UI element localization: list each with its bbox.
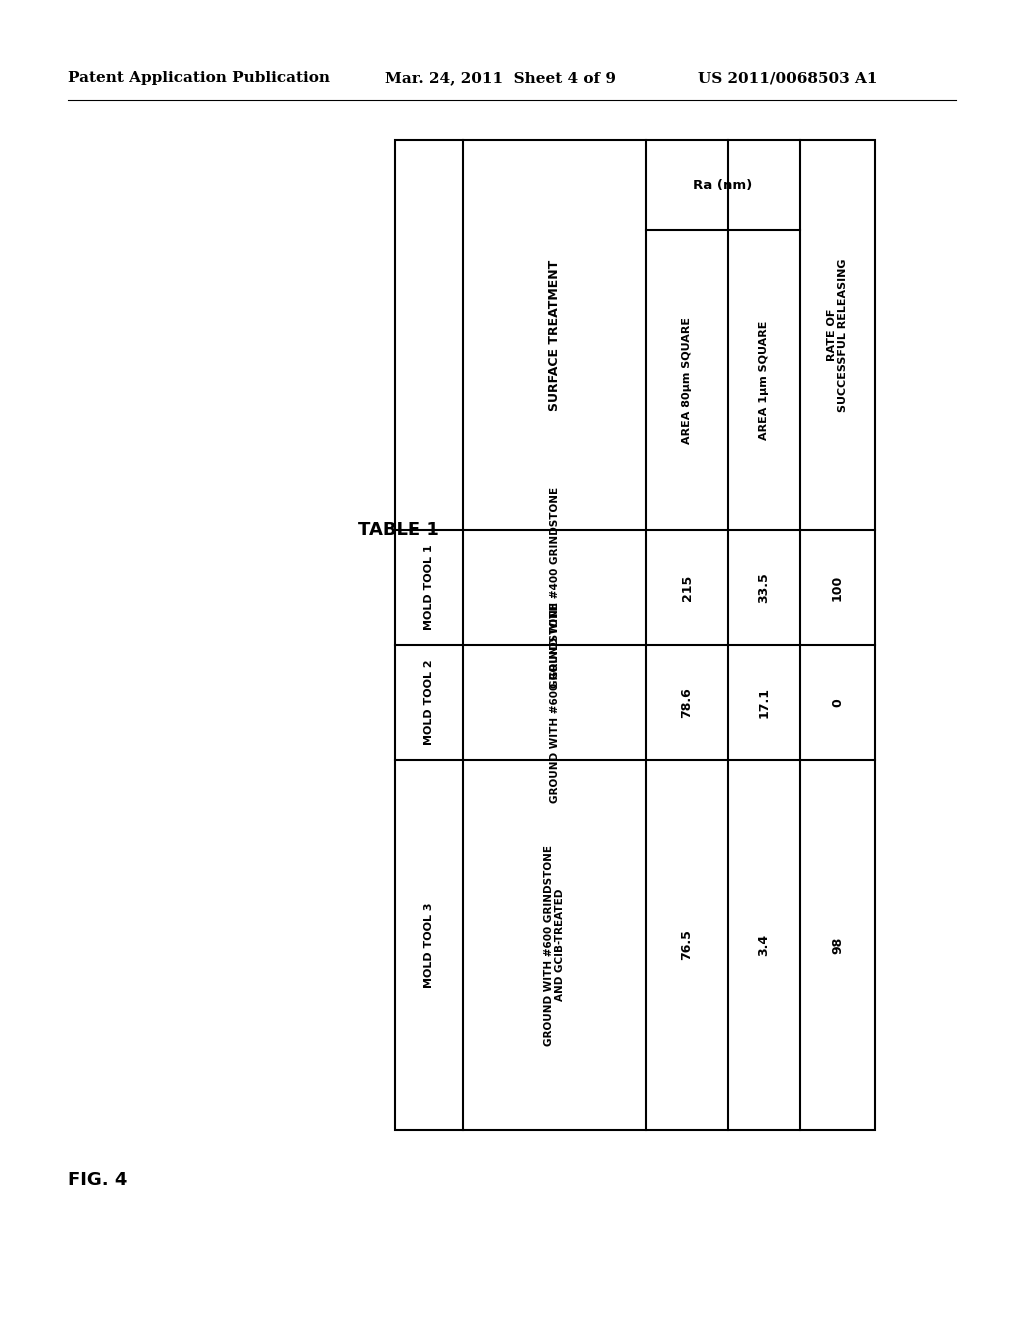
Text: 78.6: 78.6 <box>681 688 693 718</box>
Text: 100: 100 <box>831 574 844 601</box>
Text: 0: 0 <box>831 698 844 708</box>
Text: 76.5: 76.5 <box>681 929 693 961</box>
Text: GROUND WITH #600 GRINDSTONE
AND GCIB-TREATED: GROUND WITH #600 GRINDSTONE AND GCIB-TRE… <box>544 845 565 1045</box>
Bar <box>395 140 874 1130</box>
Text: RATE OF
SUCCESSFUL RELEASING: RATE OF SUCCESSFUL RELEASING <box>826 259 848 412</box>
Text: 17.1: 17.1 <box>758 686 770 718</box>
Text: Ra (nm): Ra (nm) <box>693 178 753 191</box>
Text: GROUND WITH #600 GRINDSTONE: GROUND WITH #600 GRINDSTONE <box>550 602 559 803</box>
Text: TABLE 1: TABLE 1 <box>358 521 439 539</box>
Text: AREA 1μm SQUARE: AREA 1μm SQUARE <box>759 321 769 440</box>
Text: MOLD TOOL 3: MOLD TOOL 3 <box>424 903 434 987</box>
Text: SURFACE TREATMENT: SURFACE TREATMENT <box>548 259 561 411</box>
Text: GROUND WITH #400 GRINDSTONE: GROUND WITH #400 GRINDSTONE <box>550 487 559 688</box>
Text: 3.4: 3.4 <box>758 935 770 956</box>
Text: 33.5: 33.5 <box>758 572 770 603</box>
Text: MOLD TOOL 1: MOLD TOOL 1 <box>424 545 434 631</box>
Text: Mar. 24, 2011  Sheet 4 of 9: Mar. 24, 2011 Sheet 4 of 9 <box>385 71 616 84</box>
Text: AREA 80μm SQUARE: AREA 80μm SQUARE <box>682 317 692 444</box>
Text: 215: 215 <box>681 574 693 601</box>
Text: US 2011/0068503 A1: US 2011/0068503 A1 <box>698 71 878 84</box>
Text: Patent Application Publication: Patent Application Publication <box>68 71 330 84</box>
Text: 98: 98 <box>831 936 844 953</box>
Text: MOLD TOOL 2: MOLD TOOL 2 <box>424 660 434 746</box>
Text: FIG. 4: FIG. 4 <box>68 1171 127 1189</box>
